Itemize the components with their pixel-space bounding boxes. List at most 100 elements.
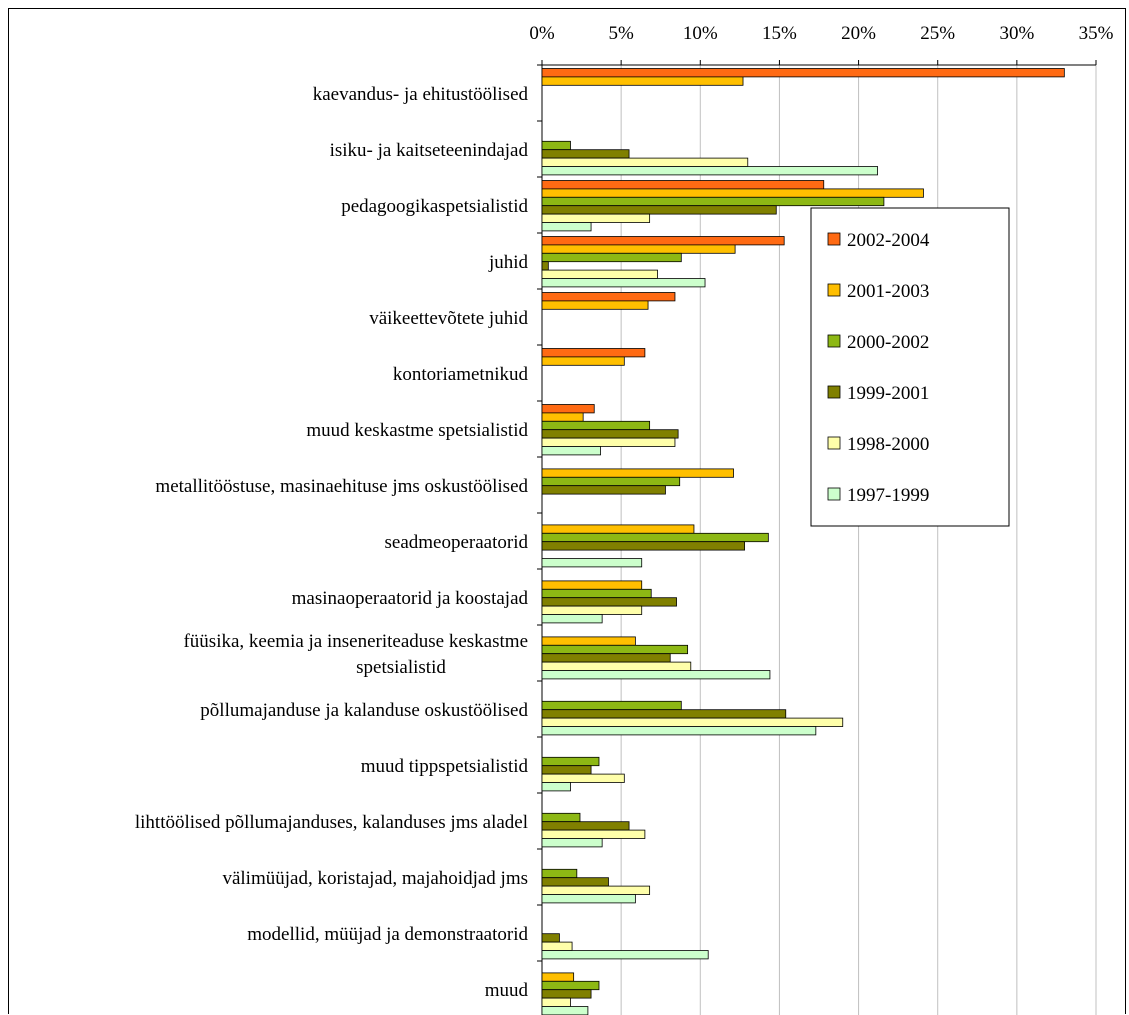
bar [541,989,592,999]
category-label: väikeettevõtete juhid [369,308,528,329]
bar [541,76,744,86]
category-label: muud keskastme spetsialistid [306,420,528,441]
bar [541,236,785,246]
x-tick-label: 25% [920,23,955,44]
bar [541,300,649,310]
bar [541,261,549,271]
x-tick-label: 20% [841,23,876,44]
bar [541,821,630,831]
bar [541,700,682,711]
bar [541,429,679,439]
bar [541,950,709,960]
legend-swatch [827,283,841,297]
category-label: pedagoogikaspetsialistid [341,196,528,217]
bar [541,773,625,783]
bar [541,180,825,190]
bar [541,213,651,223]
legend-swatch [827,487,841,501]
bar [541,661,692,671]
bar [541,149,630,159]
bar [541,782,571,792]
legend-swatch [827,232,841,246]
x-tick-label: 0% [529,23,555,44]
bar [541,812,581,823]
bar [541,278,706,288]
category-label: füüsika, keemia ja inseneriteaduse keska… [183,631,528,652]
category-label: kontoriametnikud [393,364,529,385]
bar [541,269,658,279]
bar [541,877,609,887]
category-label: kaevandus- ja ehitustöölised [313,84,529,105]
bar [541,709,787,719]
x-tick-label: 5% [608,23,634,44]
bar [541,644,689,655]
bar [541,541,746,551]
category-label: modellid, müüjad ja demonstraatorid [247,924,528,945]
legend-label: 2001-2003 [847,281,929,302]
bar [541,933,560,943]
legend-label: 1999-2001 [847,383,929,404]
bar [541,756,600,767]
bar [541,68,1065,78]
bar [541,941,573,951]
bar [541,580,643,590]
bar [541,140,571,151]
chart-frame: 0% 5% 10% 15% 20% 25% 30% 35% kaevandus- ja ehit… [8,8,1126,1015]
category-label: välimüüjad, koristajad, majahoidjad jms [222,868,528,889]
bar [541,404,595,414]
bar-chart: 0% 5% 10% 15% 20% 25% 30% 35% kaevandus- ja ehit… [135,23,1114,1015]
category-label: juhid [488,252,529,273]
bar [541,636,636,646]
bar [541,597,677,607]
bar [541,588,652,599]
bar [541,765,592,775]
bar [541,292,676,302]
legend-label: 1998-2000 [847,434,929,455]
bar [541,222,592,232]
bar [541,412,584,422]
x-tick-label: 10% [683,23,718,44]
bar [541,446,601,456]
bar [541,868,578,879]
bar [541,205,777,215]
bar [541,614,603,624]
bar [541,157,749,167]
category-label: lihttöölised põllumajanduses, kalanduses… [135,812,528,833]
bar [541,829,646,839]
bar [541,653,671,663]
legend-label: 2002-2004 [847,230,930,251]
x-tick-label: 35% [1079,23,1114,44]
legend-label: 2000-2002 [847,332,929,353]
bar [541,196,885,207]
bar [541,524,695,534]
category-label: põllumajanduse ja kalanduse oskustöölise… [200,700,528,721]
bar [541,166,878,176]
bar [541,894,636,904]
bar [541,188,924,198]
legend-label: 1997-1999 [847,485,929,506]
legend-swatch [827,385,841,399]
bar [541,980,600,991]
bar [541,605,643,615]
category-label: spetsialistid [356,657,446,678]
category-label: seadmeoperaatorid [385,532,529,553]
bar [541,558,643,568]
bar [541,468,734,478]
legend-swatch [827,334,841,348]
legend-box [810,207,1010,527]
x-tick-label: 30% [999,23,1034,44]
bar [541,532,769,543]
bar [541,485,666,495]
bar [541,972,575,982]
category-label: isiku- ja kaitseteenindajad [330,140,529,161]
bar [541,670,771,680]
bar [541,420,651,431]
category-label: muud [485,980,529,1001]
x-tick-label: 15% [762,23,797,44]
category-label: muud tippspetsialistid [361,756,529,777]
category-label: metallitööstuse, masinaehituse jms oskus… [155,476,528,497]
bar [541,997,571,1007]
bar [541,348,646,358]
bar [541,252,682,263]
bar [541,244,736,254]
